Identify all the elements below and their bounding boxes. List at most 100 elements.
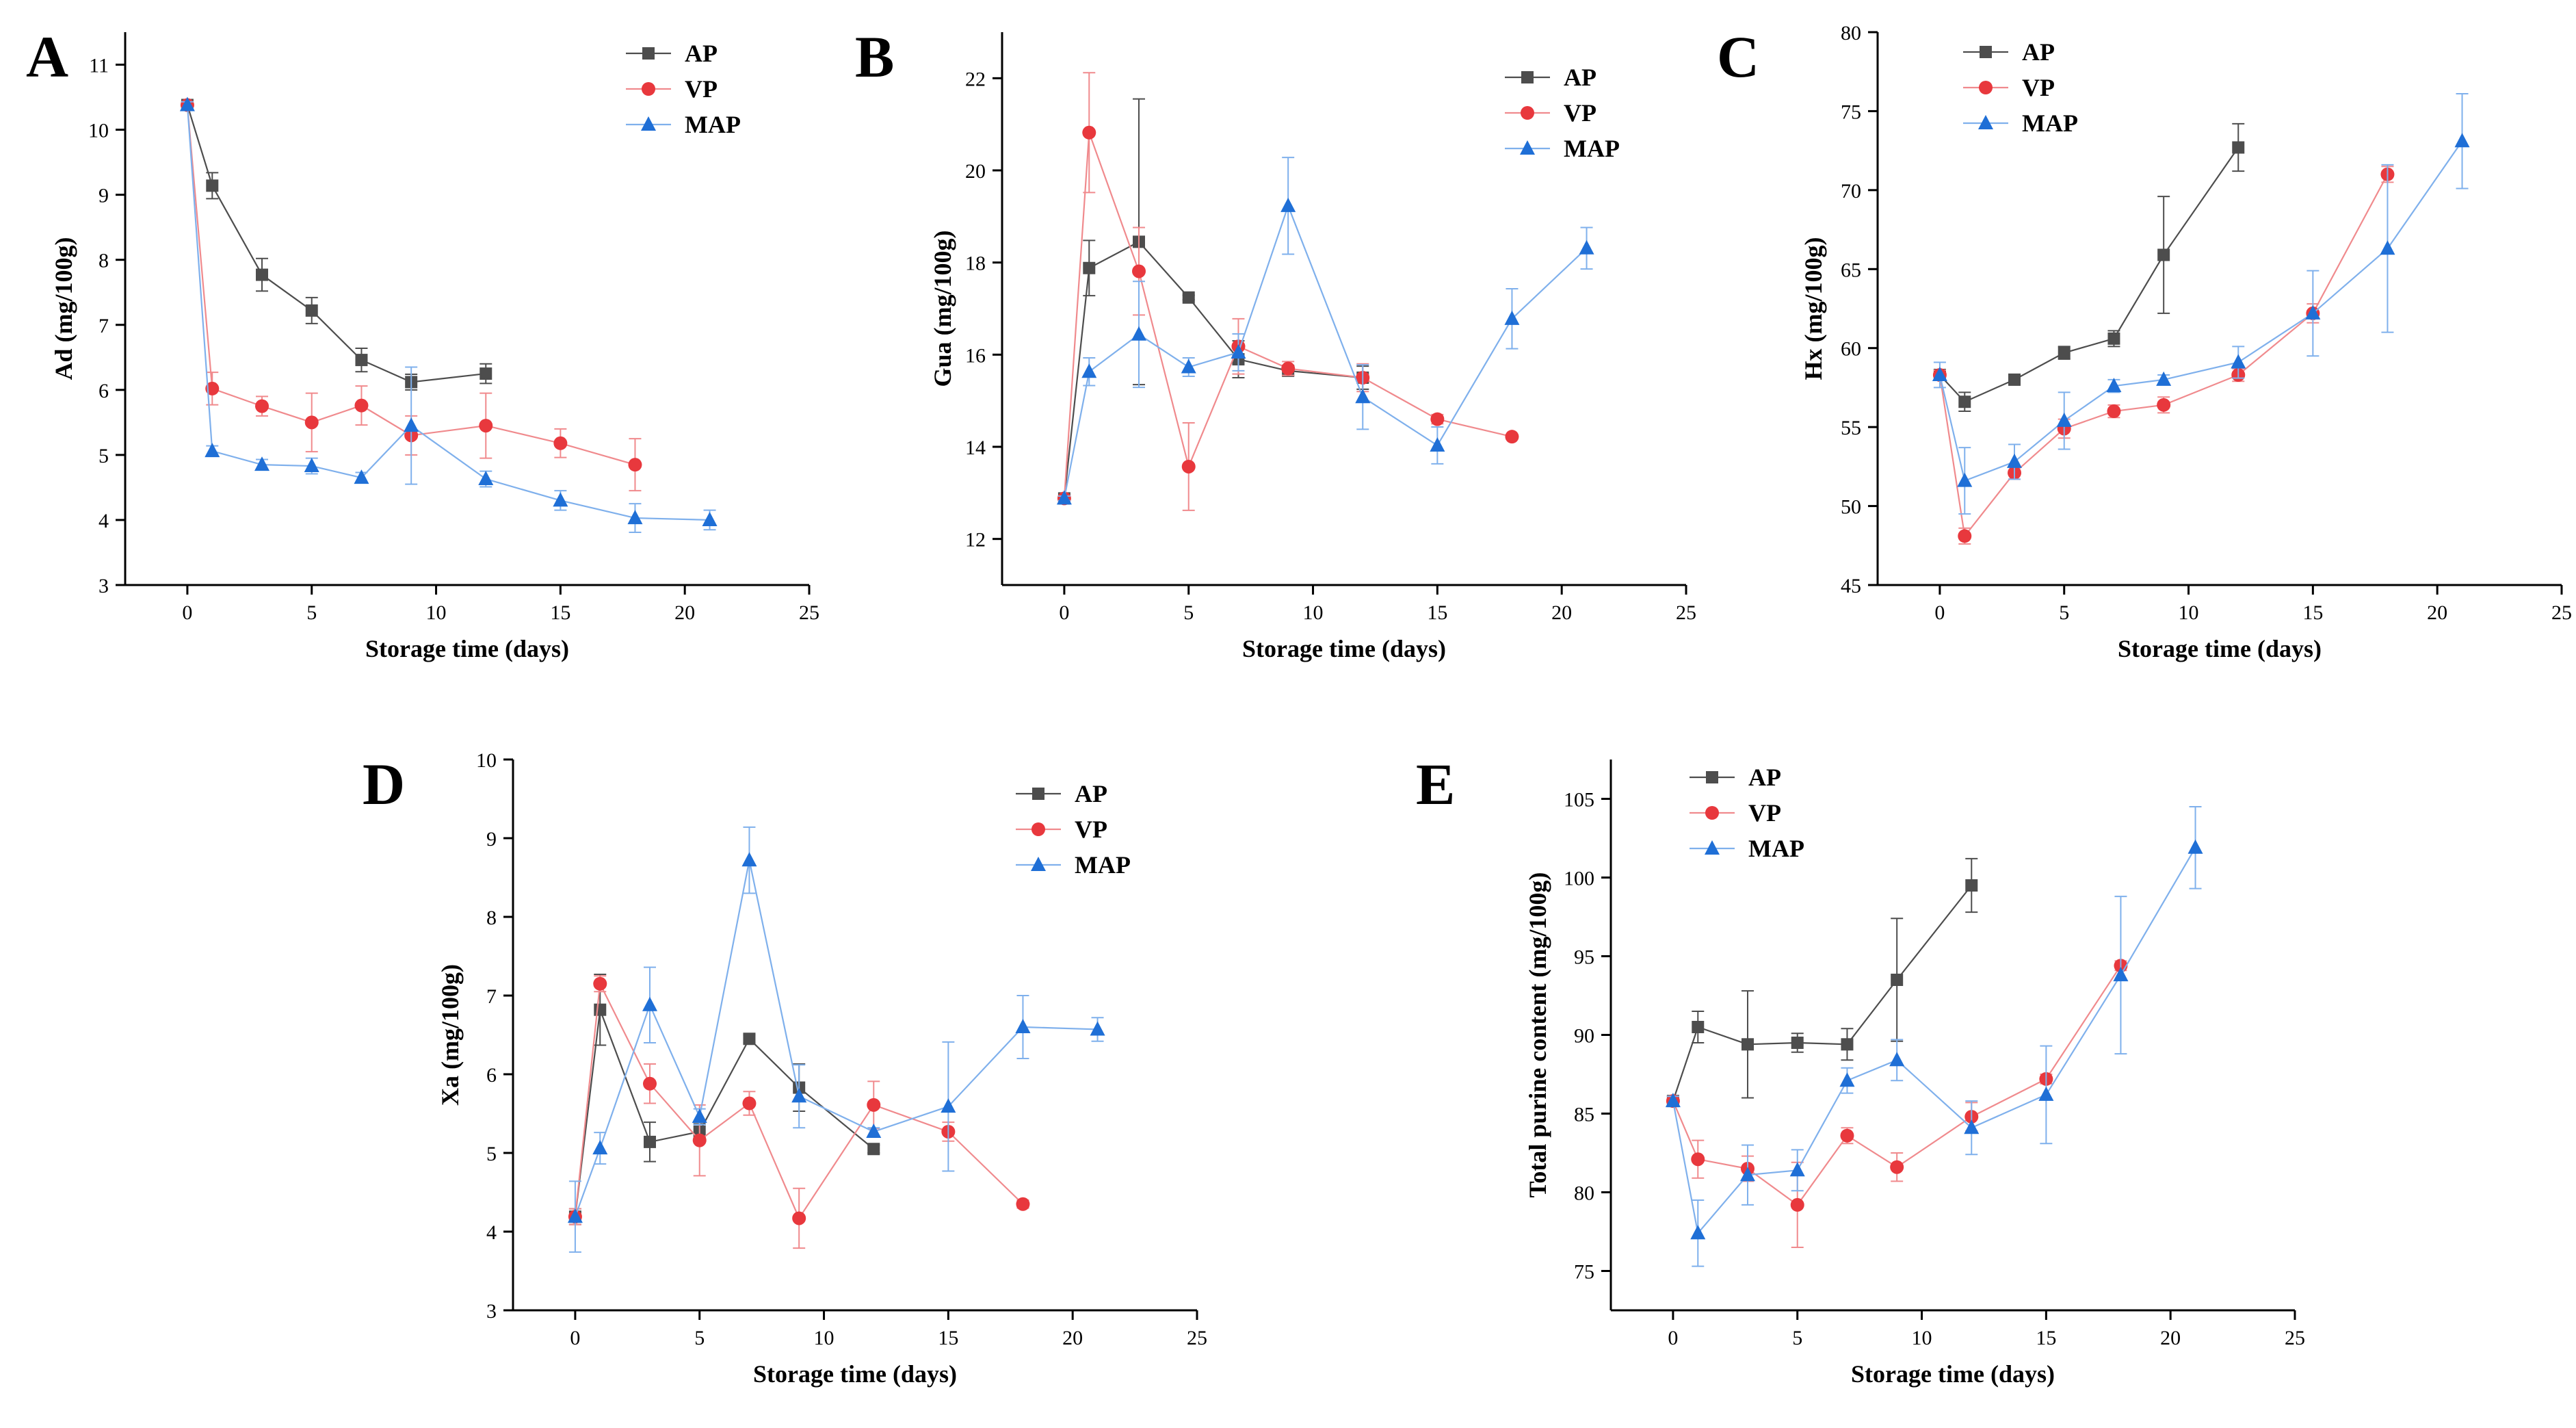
data-point-vp bbox=[304, 415, 319, 430]
data-point-map bbox=[692, 1108, 707, 1124]
y-tick-label: 65 bbox=[1841, 259, 1861, 281]
y-tick-label: 5 bbox=[98, 445, 109, 467]
data-point-map bbox=[2007, 453, 2022, 468]
data-point-map bbox=[553, 492, 568, 507]
panel-letter: E bbox=[1416, 751, 1455, 817]
x-tick-label: 20 bbox=[674, 601, 695, 624]
legend-marker-vp bbox=[1979, 81, 1993, 94]
data-point-ap bbox=[256, 268, 268, 281]
series-map bbox=[567, 826, 1105, 1253]
x-tick-label: 5 bbox=[694, 1327, 705, 1349]
legend-marker-vp bbox=[1521, 106, 1534, 120]
y-tick-label: 8 bbox=[486, 907, 497, 929]
y-tick-label: 10 bbox=[88, 120, 109, 142]
data-point-vp bbox=[1890, 1160, 1904, 1174]
chart-panel-c: C 0 5 10 15 20 25 45 50 55 60 65 70 75 80 Storage time … bbox=[1717, 22, 2572, 662]
data-point-map bbox=[2187, 839, 2203, 854]
data-point-vp bbox=[1691, 1152, 1705, 1167]
x-tick-label: 25 bbox=[1676, 601, 1696, 624]
data-point-map bbox=[179, 96, 195, 112]
series-ap bbox=[568, 973, 880, 1225]
data-point-map bbox=[1081, 363, 1097, 378]
legend: AP VP MAP bbox=[1963, 38, 2078, 137]
x-tick-label: 15 bbox=[550, 601, 570, 624]
data-point-map bbox=[2156, 371, 2172, 386]
data-point-map bbox=[1280, 197, 1296, 212]
data-point-map bbox=[1231, 343, 1246, 359]
legend-label-map: MAP bbox=[1564, 135, 1620, 162]
data-point-ap bbox=[1791, 1037, 1804, 1049]
data-point-vp bbox=[1082, 125, 1096, 140]
x-tick-label: 0 bbox=[1934, 601, 1945, 624]
data-point-map bbox=[2106, 378, 2122, 393]
data-point-map bbox=[1740, 1167, 1755, 1182]
data-point-map bbox=[2038, 1086, 2054, 1101]
legend-marker-vp bbox=[1031, 822, 1045, 836]
chart-panel-e: E 0 5 10 15 20 25 75 80 85 90 95 100 105 Storage time … bbox=[1416, 751, 2305, 1388]
legend-marker-vp bbox=[642, 82, 655, 96]
y-tick-label: 85 bbox=[1574, 1104, 1594, 1126]
series-ap bbox=[1057, 98, 1369, 505]
data-point-map bbox=[941, 1098, 956, 1113]
legend-marker-map bbox=[1978, 115, 1993, 129]
panel-letter: A bbox=[26, 24, 68, 90]
legend: AP VP MAP bbox=[1016, 780, 1131, 879]
x-tick-label: 10 bbox=[426, 601, 447, 624]
data-point-map bbox=[1090, 1021, 1105, 1036]
data-point-map bbox=[1181, 359, 1196, 374]
data-point-map bbox=[866, 1123, 882, 1138]
y-tick-label: 7 bbox=[486, 985, 497, 1008]
series-map bbox=[179, 96, 718, 534]
legend-marker-map bbox=[1705, 840, 1720, 855]
data-point-ap bbox=[1182, 291, 1195, 304]
legend-label-vp: VP bbox=[1564, 99, 1596, 127]
legend-marker-ap bbox=[1980, 46, 1992, 58]
series-ap bbox=[1933, 122, 2245, 413]
data-point-ap bbox=[2008, 373, 2021, 386]
data-point-vp bbox=[628, 458, 642, 472]
x-tick-label: 10 bbox=[814, 1327, 834, 1349]
x-tick-label: 15 bbox=[2036, 1327, 2056, 1349]
data-point-vp bbox=[1958, 529, 1972, 543]
y-tick-label: 9 bbox=[486, 828, 497, 851]
y-tick-label: 20 bbox=[965, 160, 986, 183]
y-tick-label: 7 bbox=[98, 315, 109, 337]
data-point-ap bbox=[1692, 1021, 1705, 1033]
x-tick-label: 20 bbox=[1062, 1327, 1083, 1349]
y-tick-label: 60 bbox=[1841, 338, 1861, 361]
data-point-map bbox=[1690, 1225, 1706, 1240]
data-point-ap bbox=[1841, 1038, 1854, 1051]
legend-marker-vp bbox=[1705, 806, 1719, 820]
x-tick-label: 5 bbox=[1792, 1327, 1802, 1349]
x-axis-label: Storage time (days) bbox=[1242, 635, 1446, 662]
data-point-vp bbox=[205, 381, 220, 395]
series-line-map bbox=[1672, 847, 2196, 1235]
data-point-map bbox=[1957, 472, 1973, 487]
data-point-vp bbox=[1132, 264, 1146, 278]
legend: AP VP MAP bbox=[626, 40, 741, 138]
data-point-map bbox=[642, 996, 657, 1011]
data-point-map bbox=[1131, 326, 1146, 341]
legend-label-ap: AP bbox=[1564, 64, 1596, 91]
x-tick-label: 10 bbox=[1303, 601, 1324, 624]
data-point-ap bbox=[1891, 974, 1904, 986]
data-point-vp bbox=[255, 399, 269, 413]
data-point-vp bbox=[742, 1096, 757, 1111]
data-point-map bbox=[702, 511, 718, 526]
data-point-vp bbox=[1840, 1128, 1854, 1143]
data-point-vp bbox=[2107, 404, 2121, 419]
panel-letter: B bbox=[855, 24, 894, 90]
x-tick-label: 15 bbox=[1427, 601, 1447, 624]
legend: AP VP MAP bbox=[1505, 64, 1620, 162]
data-point-ap bbox=[2058, 346, 2071, 359]
data-point-vp bbox=[643, 1076, 657, 1091]
data-point-vp bbox=[593, 976, 607, 991]
series-map bbox=[1056, 157, 1594, 505]
legend-marker-ap bbox=[1032, 788, 1044, 800]
data-point-ap bbox=[355, 354, 368, 367]
legend-marker-ap bbox=[1521, 71, 1534, 83]
x-tick-label: 20 bbox=[1551, 601, 1572, 624]
x-tick-label: 5 bbox=[2059, 601, 2069, 624]
legend-label-ap: AP bbox=[1075, 780, 1107, 807]
series-map bbox=[1932, 93, 2470, 515]
